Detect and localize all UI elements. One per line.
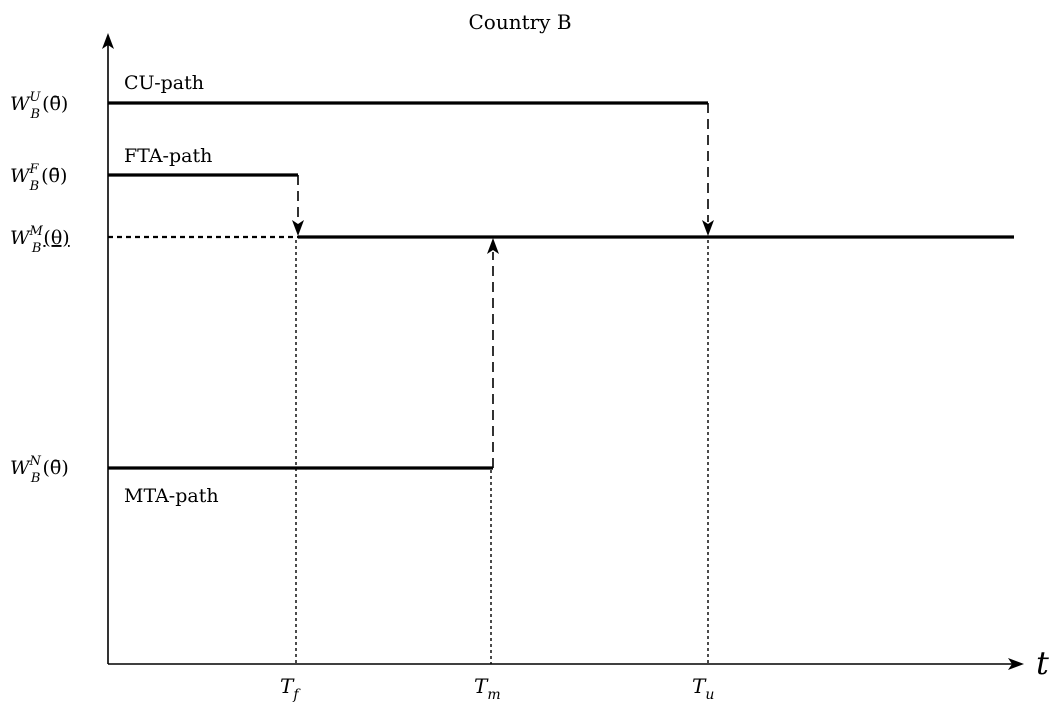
y-label-wu: WU B (θ̄) <box>10 90 68 122</box>
x-axis-arrowhead <box>1008 658 1024 670</box>
diagram-title: Country B <box>468 10 571 34</box>
mta-transition-arrowhead <box>487 238 499 254</box>
x-axis-label: t <box>1036 644 1049 682</box>
x-tick-tf: Tf <box>280 674 301 703</box>
fta-transition-arrowhead <box>292 220 304 236</box>
mta-path-label: MTA-path <box>124 485 219 507</box>
y-axis-arrowhead <box>102 33 114 49</box>
cu-transition-arrowhead <box>702 220 714 236</box>
x-tick-tm: Tm <box>474 674 501 703</box>
y-label-wf: WF B (θ̄) <box>10 162 67 194</box>
y-label-wm: WM B (θ) <box>10 224 70 256</box>
cu-path-label: CU-path <box>124 72 204 94</box>
y-label-wn: WN B (θ̄) <box>10 454 69 486</box>
fta-path-label: FTA-path <box>124 145 212 167</box>
x-tick-tu: Tu <box>692 674 714 703</box>
